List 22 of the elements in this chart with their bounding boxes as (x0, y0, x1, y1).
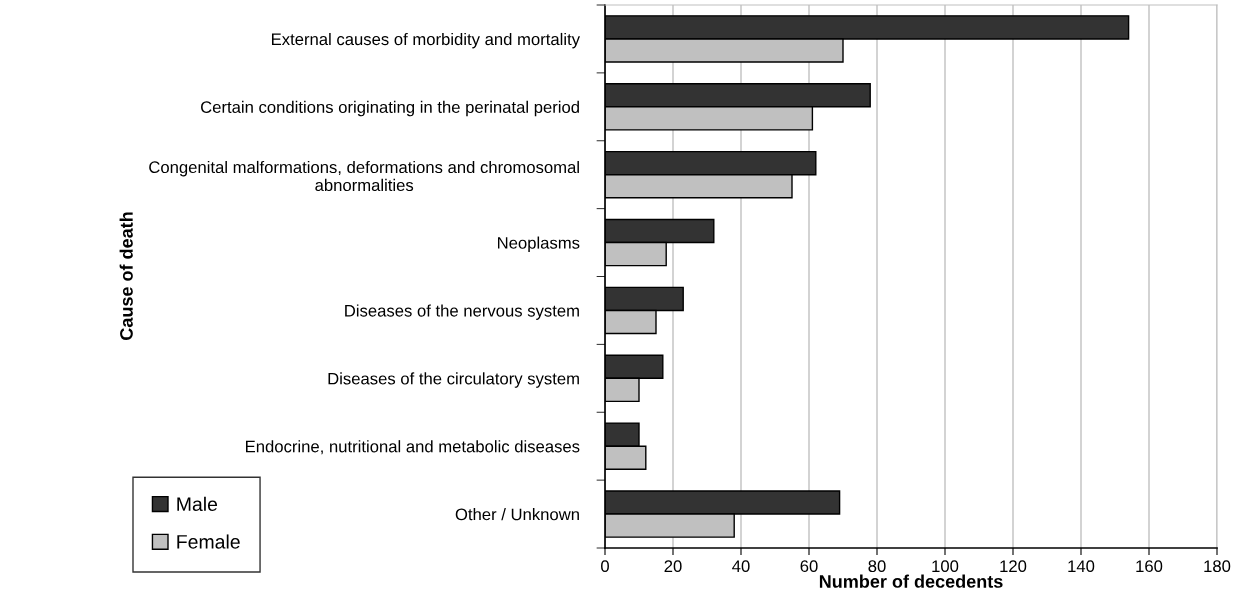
y-tick-label: Neoplasms (498, 236, 580, 253)
y-tick-label: Certain conditions originating in the perinatal period (201, 100, 579, 117)
y-tick-label: Congenital malformations, deformations and chromosomal abnormalities (149, 160, 579, 192)
y-tick-label: Diseases of the circulatory system (328, 372, 579, 388)
y-tick-label: Endocrine, nutritional and metabolic diseases (246, 440, 580, 455)
y-tick-label: Diseases of the nervous system (345, 304, 579, 320)
legend-label: Male (177, 496, 218, 512)
x-tick-label: 160 (1136, 560, 1163, 573)
y-tick-label: Other / Unknown (455, 508, 579, 521)
x-tick-label: 40 (732, 560, 750, 573)
y-axis-title: Cause of death (119, 212, 133, 340)
x-tick-label: 120 (1000, 560, 1027, 573)
x-tick-label: 80 (868, 560, 886, 573)
y-tick-label: External causes of morbidity and mortality (271, 32, 580, 49)
x-tick-label: 0 (601, 560, 609, 573)
x-tick-label: 180 (1204, 560, 1231, 573)
legend-label: Female (177, 534, 240, 549)
x-tick-label: 100 (932, 560, 959, 573)
x-tick-label: 20 (664, 560, 682, 573)
x-axis-title: Number of decedents (819, 574, 1003, 588)
x-tick-label: 60 (800, 560, 818, 573)
x-tick-label: 140 (1068, 560, 1095, 573)
